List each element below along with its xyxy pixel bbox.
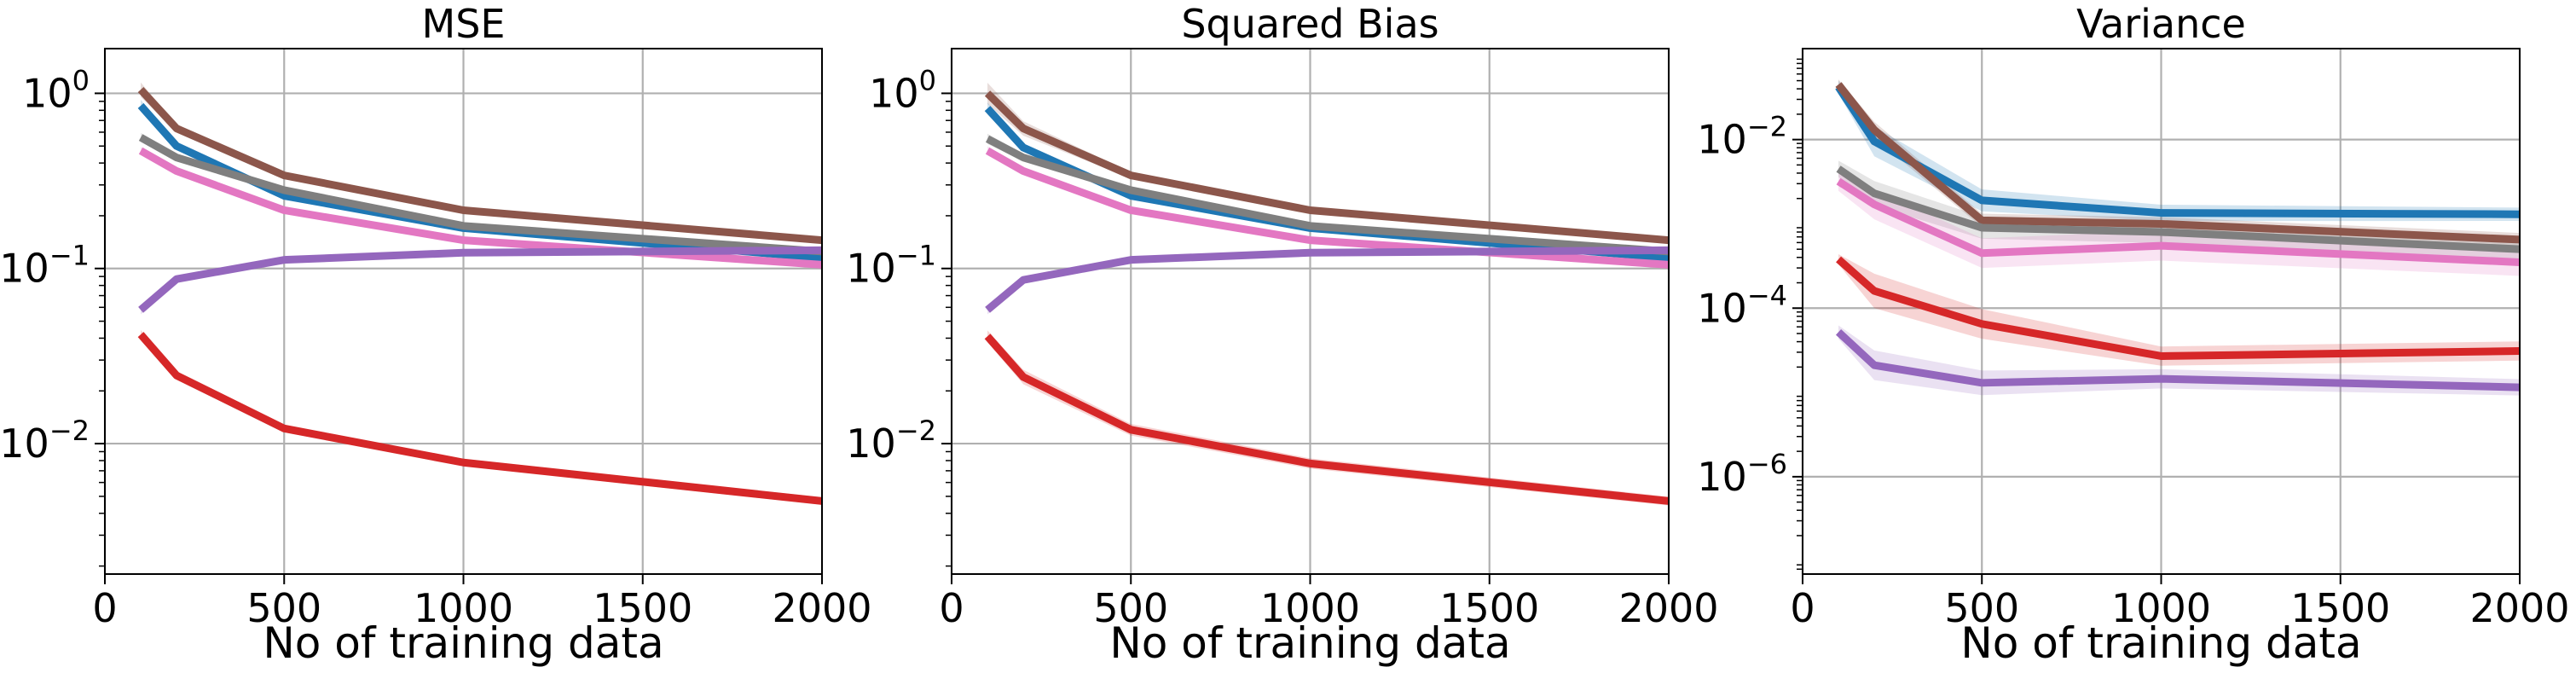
y-minor-ticks — [1797, 58, 1803, 571]
x-tick-label: 1500 — [1439, 585, 1539, 631]
axes-frame — [104, 48, 823, 575]
series-line-1 — [137, 87, 822, 245]
x-tick-label: 2000 — [1618, 585, 1718, 631]
series-line-1 — [984, 90, 1669, 245]
series-band-1 — [987, 82, 1669, 243]
x-tick-label: 1000 — [2111, 585, 2211, 631]
x-tick-label: 1000 — [414, 585, 513, 631]
x-tick-label: 0 — [92, 585, 117, 631]
series-band-1 — [1838, 80, 2520, 222]
series-band-6 — [1838, 325, 2520, 396]
plot-area — [984, 82, 1669, 506]
y-minor-ticks — [99, 101, 105, 567]
x-tick-label: 2000 — [2469, 585, 2569, 631]
series-band-6 — [141, 329, 822, 505]
plot-area — [137, 82, 822, 505]
series-band-1 — [141, 82, 822, 242]
x-tick-label: 1500 — [2290, 585, 2390, 631]
x-tick-label: 0 — [939, 585, 964, 631]
chart-title: MSE — [422, 1, 506, 47]
y-tick-label: 100 — [22, 64, 90, 116]
y-tick-label: 10−6 — [1697, 448, 1787, 500]
x-axis-label: No of training data — [1109, 618, 1510, 668]
y-minor-ticks — [946, 101, 952, 567]
chart-panel-3: 0 500 1000 1500 2000 10−2 10−4 10−6 Variance No o… — [1697, 1, 2569, 668]
y-tick-label: 10−4 — [1697, 279, 1787, 331]
y-tick-label: 100 — [869, 64, 936, 116]
axes-frame — [951, 48, 1670, 575]
x-tick-label: 2000 — [772, 585, 871, 631]
x-tick-label: 500 — [1944, 585, 2019, 631]
chart-panel-2: 0 500 1000 1500 2000 100 10−1 10−2 Squared Bias N… — [846, 1, 1718, 668]
axes-frame — [1802, 48, 2521, 575]
x-tick-label: 0 — [1790, 585, 1815, 631]
x-axis-label: No of training data — [1960, 618, 2361, 668]
x-tick-label: 1000 — [1260, 585, 1360, 631]
series-line-1 — [1835, 84, 2520, 218]
chart-title: Squared Bias — [1181, 1, 1439, 47]
series-band-6 — [987, 330, 1669, 506]
chart-panel-1: 0 500 1000 1500 2000 100 10−1 10−2 MSE No of trai… — [0, 1, 872, 668]
series-band-5 — [1838, 253, 2520, 366]
chart-title: Variance — [2076, 1, 2246, 47]
y-tick-label: 10−2 — [1697, 111, 1787, 163]
x-tick-label: 500 — [1093, 585, 1168, 631]
y-tick-label: 10−2 — [846, 415, 936, 467]
x-tick-label: 500 — [246, 585, 321, 631]
series-line-6 — [984, 334, 1669, 505]
series-line-6 — [137, 332, 822, 505]
x-tick-label: 1500 — [593, 585, 692, 631]
x-axis-label: No of training data — [263, 618, 663, 668]
y-tick-label: 10−2 — [0, 415, 90, 467]
plot-area — [1835, 79, 2520, 396]
y-tick-label: 10−1 — [846, 240, 936, 292]
y-tick-label: 10−1 — [0, 240, 90, 292]
